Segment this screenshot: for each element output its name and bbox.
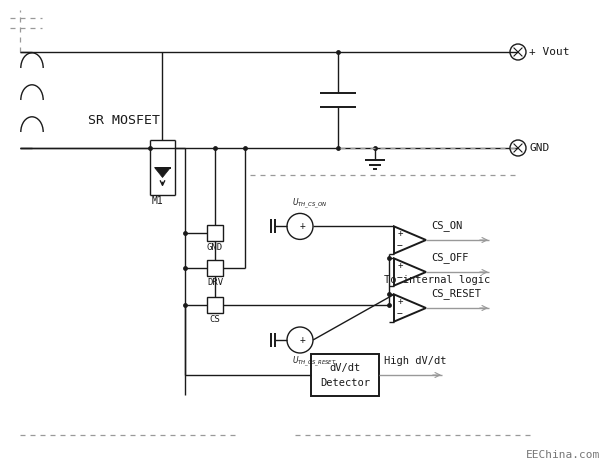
Text: GND: GND bbox=[529, 143, 549, 153]
Text: $U_{TH\_CS\_RESET}$: $U_{TH\_CS\_RESET}$ bbox=[292, 355, 337, 370]
Text: dV/dt: dV/dt bbox=[330, 363, 360, 373]
Polygon shape bbox=[154, 168, 170, 177]
Text: High dV/dt: High dV/dt bbox=[384, 356, 446, 366]
Text: −: − bbox=[397, 309, 403, 319]
Text: +: + bbox=[300, 221, 306, 231]
Bar bbox=[207, 297, 223, 313]
Text: DRV: DRV bbox=[207, 278, 223, 287]
Text: $U_{TH\_CS\_ON}$: $U_{TH\_CS\_ON}$ bbox=[292, 197, 327, 211]
Text: +: + bbox=[397, 261, 403, 270]
Text: CS_ON: CS_ON bbox=[431, 220, 462, 231]
Text: +: + bbox=[397, 229, 403, 238]
Text: EEChina.com: EEChina.com bbox=[526, 450, 600, 460]
Text: GND: GND bbox=[207, 243, 223, 252]
Bar bbox=[207, 225, 223, 241]
Text: CS: CS bbox=[210, 315, 220, 324]
Text: CS_RESET: CS_RESET bbox=[431, 288, 481, 299]
Text: CS_OFF: CS_OFF bbox=[431, 252, 469, 263]
Text: To internal logic: To internal logic bbox=[384, 275, 490, 285]
Bar bbox=[207, 260, 223, 276]
Text: +: + bbox=[300, 335, 306, 345]
Text: Detector: Detector bbox=[320, 378, 370, 388]
Text: −: − bbox=[397, 241, 403, 251]
Text: M1: M1 bbox=[152, 196, 164, 206]
Text: +: + bbox=[397, 297, 403, 306]
Bar bbox=[311, 354, 379, 396]
Text: SR MOSFET: SR MOSFET bbox=[88, 113, 160, 126]
Text: + Vout: + Vout bbox=[529, 47, 569, 57]
Text: −: − bbox=[397, 273, 403, 283]
